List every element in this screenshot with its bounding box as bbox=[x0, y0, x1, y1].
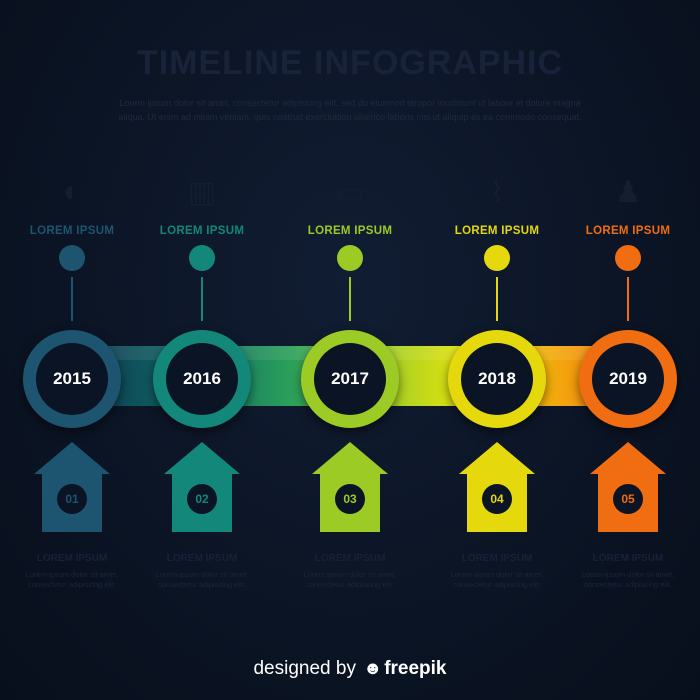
house-body: 01 bbox=[42, 472, 102, 532]
year-ring: 2019 bbox=[579, 330, 677, 428]
year-ring-center: 2019 bbox=[592, 343, 664, 415]
year-ring: 2017 bbox=[301, 330, 399, 428]
step-house-shape: 03 bbox=[312, 442, 388, 532]
step-year: 2017 bbox=[331, 369, 369, 388]
step-year: 2016 bbox=[183, 369, 221, 388]
year-ring-center: 2015 bbox=[36, 343, 108, 415]
step-label: LOREM IPSUM bbox=[454, 225, 540, 237]
step-connector bbox=[627, 277, 629, 321]
step-number-badge: 03 bbox=[335, 484, 365, 514]
step-text-title: LOREM IPSUM bbox=[592, 553, 664, 564]
step-label: LOREM IPSUM bbox=[307, 225, 393, 237]
house-roof bbox=[312, 442, 388, 474]
year-ring-center: 2016 bbox=[166, 343, 238, 415]
step-number-badge: 05 bbox=[613, 484, 643, 514]
step-house-shape: 01 bbox=[34, 442, 110, 532]
infographic-description: Lorem ipsum dolor sit amet, consectetur … bbox=[118, 98, 582, 122]
step-text-title: LOREM IPSUM bbox=[314, 553, 386, 564]
house-body: 05 bbox=[598, 472, 658, 532]
step-marker-dot bbox=[337, 245, 363, 271]
step-house-shape: 02 bbox=[164, 442, 240, 532]
step-label: LOREM IPSUM bbox=[585, 225, 671, 237]
step-marker-dot bbox=[59, 245, 85, 271]
step-label: LOREM IPSUM bbox=[29, 225, 115, 237]
house-roof bbox=[590, 442, 666, 474]
step-number-badge: 02 bbox=[187, 484, 217, 514]
year-ring-center: 2017 bbox=[314, 343, 386, 415]
timeline-step: ⌇ LOREM IPSUM 2018 04 LOREM IPSUM Lorem … bbox=[427, 0, 567, 700]
step-text-body: Lorem ipsum dolor sit amet, consectetur … bbox=[303, 570, 397, 589]
designer-credit: designed by ☻ freepik bbox=[0, 658, 700, 680]
step-number: 01 bbox=[65, 492, 79, 506]
step-number-badge: 04 bbox=[482, 484, 512, 514]
credit-prefix: designed by bbox=[253, 658, 356, 679]
infographic-title: TIMELINE INFOGRAPHIC bbox=[136, 44, 564, 82]
step-text-title: LOREM IPSUM bbox=[461, 553, 533, 564]
step-house-shape: 05 bbox=[590, 442, 666, 532]
step-connector bbox=[349, 277, 351, 321]
step-year: 2019 bbox=[609, 369, 647, 388]
step-label: LOREM IPSUM bbox=[159, 225, 245, 237]
step-connector bbox=[71, 277, 73, 321]
step-text-title: LOREM IPSUM bbox=[166, 553, 238, 564]
step-text-body: Lorem ipsum dolor sit amet, consectetur … bbox=[25, 570, 119, 589]
house-roof bbox=[164, 442, 240, 474]
chart-icon: ▥ bbox=[187, 175, 217, 209]
timeline-step: ▭ LOREM IPSUM 2017 03 LOREM IPSUM Lorem … bbox=[280, 0, 420, 700]
laptop-icon: ▭ bbox=[335, 175, 365, 209]
house-roof bbox=[34, 442, 110, 474]
freepik-logo-icon: ☻ bbox=[363, 658, 383, 678]
step-house-shape: 04 bbox=[459, 442, 535, 532]
step-number: 02 bbox=[195, 492, 209, 506]
timeline-step: ♟ LOREM IPSUM 2019 05 LOREM IPSUM Lorem … bbox=[558, 0, 698, 700]
house-body: 02 bbox=[172, 472, 232, 532]
step-connector bbox=[496, 277, 498, 321]
house-body: 04 bbox=[467, 472, 527, 532]
year-ring: 2015 bbox=[23, 330, 121, 428]
year-ring: 2018 bbox=[448, 330, 546, 428]
step-year: 2015 bbox=[53, 369, 91, 388]
step-text-body: Lorem ipsum dolor sit amet, consectetur … bbox=[155, 570, 249, 589]
house-body: 03 bbox=[320, 472, 380, 532]
step-text-title: LOREM IPSUM bbox=[36, 553, 108, 564]
step-number-badge: 01 bbox=[57, 484, 87, 514]
trend-icon: ⌇ bbox=[489, 175, 505, 209]
timeline-step: ◐ LOREM IPSUM 2015 01 LOREM IPSUM Lorem … bbox=[2, 0, 142, 700]
globe-icon: ◐ bbox=[62, 175, 82, 208]
house-roof bbox=[459, 442, 535, 474]
step-text-body: Lorem ipsum dolor sit amet, consectetur … bbox=[581, 570, 675, 589]
credit-brand: freepik bbox=[384, 658, 447, 679]
step-text-body: Lorem ipsum dolor sit amet, consectetur … bbox=[450, 570, 544, 589]
step-marker-dot bbox=[615, 245, 641, 271]
step-marker-dot bbox=[484, 245, 510, 271]
timeline-step: ▥ LOREM IPSUM 2016 02 LOREM IPSUM Lorem … bbox=[132, 0, 272, 700]
step-number: 03 bbox=[343, 492, 357, 506]
person-icon: ♟ bbox=[614, 175, 642, 209]
step-number: 04 bbox=[490, 492, 504, 506]
step-number: 05 bbox=[621, 492, 635, 506]
year-ring: 2016 bbox=[153, 330, 251, 428]
year-ring-center: 2018 bbox=[461, 343, 533, 415]
step-year: 2018 bbox=[478, 369, 516, 388]
step-connector bbox=[201, 277, 203, 321]
step-marker-dot bbox=[189, 245, 215, 271]
